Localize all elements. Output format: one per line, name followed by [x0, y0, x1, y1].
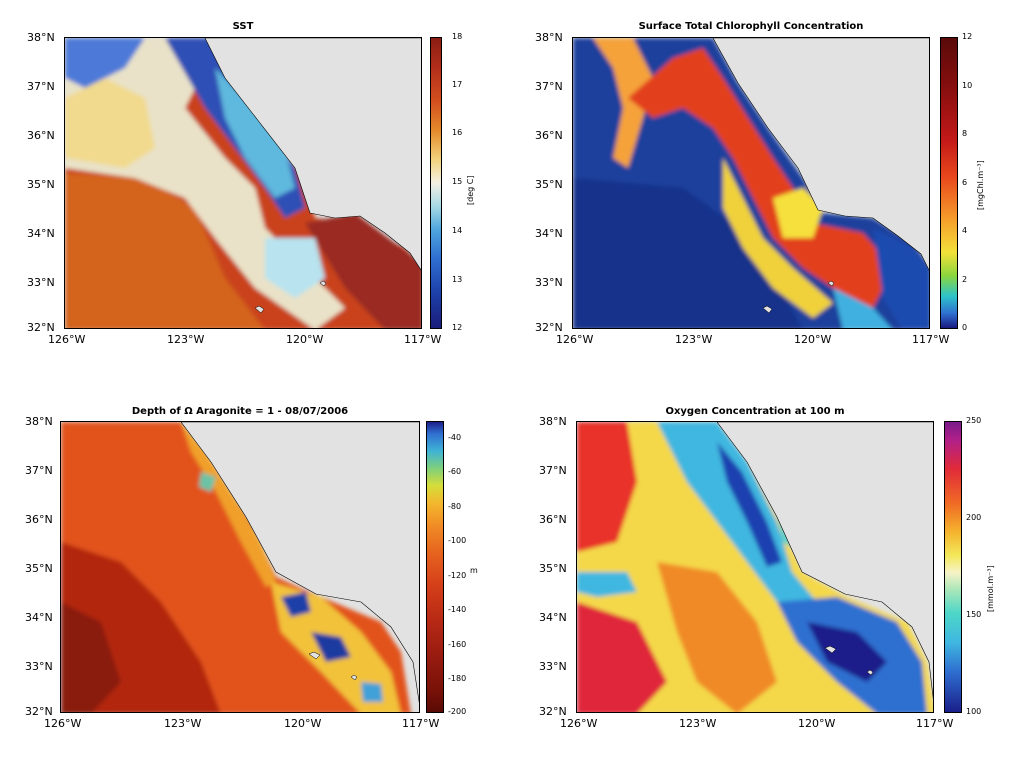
- aragonite-ytick-35: 35°N: [25, 562, 53, 575]
- chlorophyll-xtick-126: 126°W: [556, 333, 594, 346]
- oxygen-title: Oxygen Concentration at 100 m: [665, 406, 845, 417]
- aragonite-xtick-120: 120°W: [284, 717, 322, 730]
- aragonite-cbtick-40: -40: [448, 433, 462, 442]
- aragonite-xtick-123: 123°W: [164, 717, 202, 730]
- chlorophyll-xtick-117: 117°W: [912, 333, 950, 346]
- aragonite-xtick-117: 117°W: [402, 717, 440, 730]
- sst-cbtick-17: 17: [452, 80, 463, 89]
- aragonite-cbtick-80: -80: [448, 502, 462, 511]
- aragonite-cbtick-60: -60: [448, 467, 462, 476]
- aragonite-cbtick-120: -120: [448, 571, 467, 580]
- oxygen-cbtick-250: 250: [966, 416, 982, 425]
- chlorophyll-xtick-120: 120°W: [794, 333, 832, 346]
- aragonite-ytick-38: 38°N: [25, 415, 53, 428]
- oxygen-xtick-120: 120°W: [798, 717, 836, 730]
- aragonite-ytick-33: 33°N: [25, 660, 53, 673]
- oxygen-ytick-34: 34°N: [539, 611, 567, 624]
- aragonite-colorbar-label: m: [470, 566, 478, 575]
- aragonite-ytick-37: 37°N: [25, 464, 53, 477]
- aragonite-cbtick-140: -140: [448, 605, 467, 614]
- sst-xtick-123: 123°W: [167, 333, 205, 346]
- oxygen-xtick-117: 117°W: [916, 717, 954, 730]
- sst-ytick-32: 32°N: [27, 321, 55, 334]
- sst-cbtick-13: 13: [452, 275, 463, 284]
- oxygen-ytick-38: 38°N: [539, 415, 567, 428]
- chlorophyll-title: Surface Total Chlorophyll Concentration: [638, 21, 864, 32]
- chlorophyll-field: [573, 38, 929, 328]
- sst-field: [65, 38, 421, 328]
- chlorophyll-colorbar: [940, 37, 958, 329]
- aragonite-ytick-32: 32°N: [25, 705, 53, 718]
- aragonite-ytick-36: 36°N: [25, 513, 53, 526]
- oxygen-cbtick-200: 200: [966, 513, 982, 522]
- chlorophyll-colorbar-label: [mgChl.m⁻³]: [976, 160, 985, 210]
- sst-ytick-34: 34°N: [27, 227, 55, 240]
- oxygen-xtick-126: 126°W: [560, 717, 598, 730]
- aragonite-ytick-34: 34°N: [25, 611, 53, 624]
- sst-map: [64, 37, 422, 329]
- chlorophyll-cbtick-10: 10: [962, 81, 973, 90]
- aragonite-map: [60, 421, 420, 713]
- oxygen-field: [577, 422, 933, 712]
- oxygen-ytick-37: 37°N: [539, 464, 567, 477]
- chlorophyll-cbtick-4: 4: [962, 226, 968, 235]
- chlorophyll-ytick-32: 32°N: [535, 321, 563, 334]
- chlorophyll-xtick-123: 123°W: [675, 333, 713, 346]
- sst-xtick-120: 120°W: [286, 333, 324, 346]
- oxygen-ytick-35: 35°N: [539, 562, 567, 575]
- chlorophyll-ytick-38: 38°N: [535, 31, 563, 44]
- oxygen-cbtick-100: 100: [966, 707, 982, 716]
- sst-ytick-36: 36°N: [27, 129, 55, 142]
- sst-cbtick-18: 18: [452, 32, 463, 41]
- chlorophyll-cbtick-8: 8: [962, 129, 968, 138]
- oxygen-xtick-123: 123°W: [679, 717, 717, 730]
- oxygen-colorbar-label: [mmol.m⁻³]: [986, 565, 995, 612]
- aragonite-cbtick-160: -160: [448, 640, 467, 649]
- sst-xtick-126: 126°W: [48, 333, 86, 346]
- aragonite-title: Depth of Ω Aragonite = 1 - 08/07/2006: [131, 406, 349, 417]
- oxygen-ytick-36: 36°N: [539, 513, 567, 526]
- sst-cbtick-16: 16: [452, 128, 463, 137]
- sst-ytick-35: 35°N: [27, 178, 55, 191]
- chlorophyll-cbtick-6: 6: [962, 178, 968, 187]
- chlorophyll-ytick-36: 36°N: [535, 129, 563, 142]
- sst-xtick-117: 117°W: [404, 333, 442, 346]
- sst-colorbar-label: [deg C]: [466, 175, 475, 205]
- sst-cbtick-12: 12: [452, 323, 463, 332]
- sst-ytick-37: 37°N: [27, 80, 55, 93]
- chlorophyll-cbtick-12: 12: [962, 32, 973, 41]
- aragonite-cbtick-100: -100: [448, 536, 467, 545]
- aragonite-cbtick-200: -200: [448, 707, 467, 716]
- oxygen-map: [576, 421, 934, 713]
- chlorophyll-cbtick-2: 2: [962, 275, 968, 284]
- oxygen-ytick-33: 33°N: [539, 660, 567, 673]
- chlorophyll-cbtick-0: 0: [962, 323, 968, 332]
- chlorophyll-ytick-33: 33°N: [535, 276, 563, 289]
- sst-ytick-33: 33°N: [27, 276, 55, 289]
- chlorophyll-ytick-35: 35°N: [535, 178, 563, 191]
- sst-cbtick-14: 14: [452, 226, 463, 235]
- chlorophyll-map: [572, 37, 930, 329]
- chlorophyll-ytick-34: 34°N: [535, 227, 563, 240]
- aragonite-cbtick-180: -180: [448, 674, 467, 683]
- sst-colorbar: [430, 37, 442, 329]
- sst-cbtick-15: 15: [452, 177, 463, 186]
- sst-ytick-38: 38°N: [27, 31, 55, 44]
- chlorophyll-ytick-37: 37°N: [535, 80, 563, 93]
- oxygen-colorbar: [944, 421, 962, 713]
- aragonite-field: [61, 422, 419, 712]
- oxygen-ytick-32: 32°N: [539, 705, 567, 718]
- aragonite-xtick-126: 126°W: [44, 717, 82, 730]
- aragonite-colorbar: [426, 421, 444, 713]
- oxygen-cbtick-150: 150: [966, 610, 982, 619]
- sst-title: SST: [232, 21, 254, 32]
